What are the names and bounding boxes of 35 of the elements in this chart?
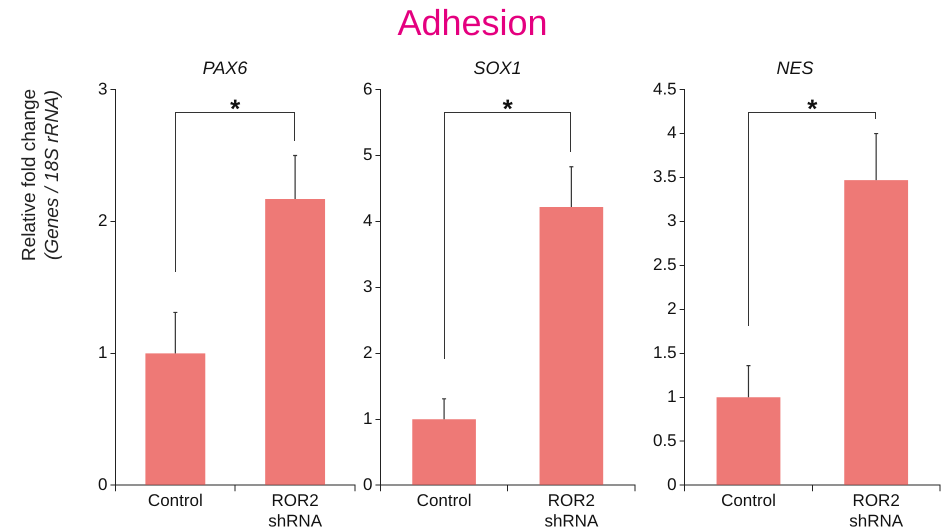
y-tick-label: 3 — [667, 211, 677, 230]
y-tick-label: 1 — [667, 386, 677, 406]
x-tick-label: Control — [148, 491, 203, 510]
chart-title: Adhesion — [396, 2, 549, 44]
chart-subtitle: SOX1 — [473, 58, 522, 78]
y-axis-title: Relative fold change (Genes / 18S rRNA) — [18, 88, 64, 264]
x-tick-label: ROR2 shRNA — [268, 491, 323, 530]
annotation: * — [807, 94, 818, 124]
y-tick-label: 4.5 — [652, 79, 677, 98]
y-tick-label: 0.5 — [652, 430, 677, 450]
y-tick-label: 2.5 — [652, 255, 677, 274]
y-tick-label: 2 — [362, 343, 372, 362]
y-tick-label: 0 — [362, 474, 372, 494]
x-tick-label: ROR2 shRNA — [544, 491, 599, 530]
x-tick-label: Control — [416, 491, 472, 510]
y-tick-label: 3 — [362, 277, 372, 296]
x-tick-label: Control — [721, 491, 776, 510]
annotation: * — [502, 94, 514, 124]
y-tick-label: 3 — [98, 79, 108, 98]
y-tick-label: 5 — [362, 145, 372, 164]
annotation: * — [230, 94, 242, 124]
chart-subtitle: NES — [776, 58, 814, 78]
y-tick-label: 4 — [362, 211, 372, 230]
y-tick-label: 3.5 — [652, 167, 677, 186]
y-tick-label: 0 — [667, 474, 677, 494]
y-tick-label: 1 — [362, 408, 372, 428]
y-tick-label: 4 — [667, 123, 677, 142]
y-tick-label: 2 — [667, 299, 677, 318]
y-tick-label: 1.5 — [652, 343, 677, 362]
x-tick-label: ROR2 shRNA — [849, 491, 904, 530]
y-tick-label: 2 — [98, 211, 108, 230]
y-tick-label: 1 — [98, 343, 108, 362]
y-tick-label: 6 — [362, 79, 372, 98]
y-tick-label: 0 — [98, 474, 108, 494]
chart-subtitle: PAX6 — [202, 58, 248, 78]
